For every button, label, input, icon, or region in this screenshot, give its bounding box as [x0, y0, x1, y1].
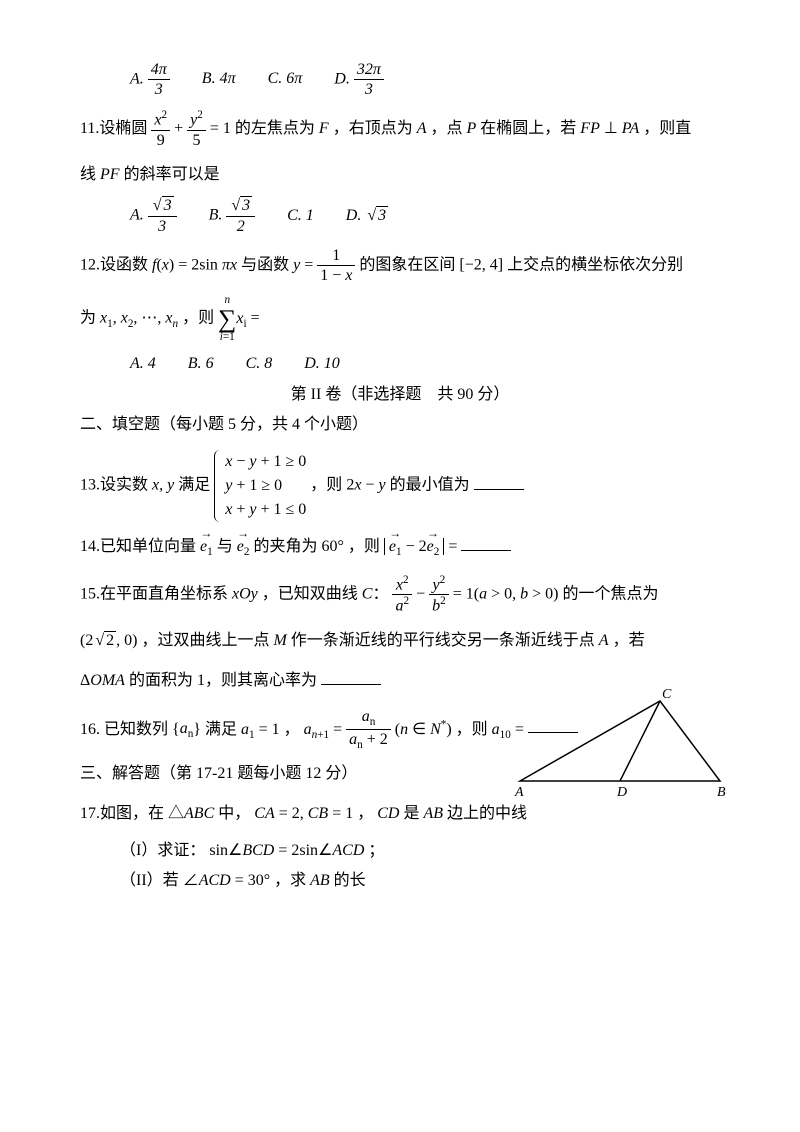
- q17-p2c: ，求: [274, 872, 306, 889]
- q11-stem-f: ，则直: [643, 120, 691, 137]
- q17-p2d: AB: [310, 872, 330, 889]
- q12-opt-C: C. 8: [246, 349, 273, 379]
- q15-stem-f: ，若: [613, 632, 645, 649]
- q10-options: A. 4π3 B. 4π C. 6π D. 32π3: [80, 60, 720, 99]
- q15-stem-e: 作一条渐近线的平行线交另一条渐近线于点: [291, 632, 595, 649]
- q11: 11.设椭圆 x29 + y25 = 1 的左焦点为 F ，右顶点为 A ，点 …: [80, 109, 720, 150]
- opt-B: B. 4π: [202, 64, 236, 94]
- q12-opt-A: A. 4: [130, 349, 156, 379]
- q15-stem-a: 15.在平面直角坐标系: [80, 586, 228, 603]
- label-A: A: [514, 785, 524, 800]
- q11-P: P: [467, 120, 477, 137]
- q11-line2a: 线: [80, 166, 96, 183]
- q12-options: A. 4 B. 6 C. 8 D. 10: [80, 349, 720, 379]
- q12-stem-c: 的图象在区间: [359, 256, 455, 273]
- q12-line2a: 为: [80, 310, 96, 327]
- q17-part2: （II）若 ∠ACD = 30° ，求 AB 的长: [80, 866, 720, 896]
- q11-options: A. 33 B. 32 C. 1 D. 3: [80, 196, 720, 235]
- opt-A: A. 4π3: [130, 60, 170, 99]
- q17-stem-c: ，: [357, 805, 373, 822]
- q14-blank: [461, 534, 511, 551]
- q15-stem-d: ，过双曲线上一点: [141, 632, 269, 649]
- q13: 13.设实数 x, y 满足 x − y + 1 ≥ 0 y + 1 ≥ 0 x…: [80, 450, 720, 522]
- q14-stem-b: 与: [217, 538, 233, 555]
- q14-stem-d: ，则: [348, 538, 380, 555]
- q12: 12.设函数 f(x) = 2sin πx 与函数 y = 11 − x 的图象…: [80, 246, 720, 285]
- q15-line2: (22, 0) ，过双曲线上一点 M 作一条渐近线的平行线交另一条渐近线于点 A…: [80, 626, 720, 656]
- q17-figure: A D B C: [510, 686, 730, 806]
- q17-stem-a: 17.如图，在: [80, 805, 164, 822]
- opt-D: D. 32π3: [334, 60, 384, 99]
- q13-blank: [474, 473, 524, 490]
- fill-header: 二、填空题（每小题 5 分，共 4 个小题）: [80, 410, 720, 440]
- q12-line2b: ，则: [182, 310, 214, 327]
- q11-opt-B: B. 32: [209, 196, 256, 235]
- q13-stem-c: ，则: [310, 477, 342, 494]
- q17-p2e: 的长: [334, 872, 366, 889]
- q14-stem-a: 14.已知单位向量: [80, 538, 196, 555]
- q15-M: M: [273, 632, 286, 649]
- q13-stem-b: 满足: [178, 477, 210, 494]
- q16-stem-d: ，则: [456, 720, 488, 737]
- q15-C: C: [362, 586, 373, 603]
- q11-F: F: [319, 120, 329, 137]
- label-B: B: [717, 785, 726, 800]
- q11-PF: PF: [100, 166, 120, 183]
- q11-stem-b: 的左焦点为: [235, 120, 315, 137]
- q12-stem-d: 上交点的横坐标依次分别: [507, 256, 683, 273]
- q14-stem-c: 的夹角为: [253, 538, 317, 555]
- q15-stem-g: 的面积为 1，则其离心率为: [129, 672, 317, 689]
- q12-stem-a: 12.设函数: [80, 256, 148, 273]
- label-C: C: [662, 687, 672, 702]
- q11-A: A: [417, 120, 427, 137]
- q17-stem-e: 边上的中线: [447, 805, 527, 822]
- label-D: D: [616, 785, 627, 800]
- q15-stem-c: 的一个焦点为: [562, 586, 658, 603]
- q17-cd: CD: [377, 805, 399, 822]
- q11-opt-A: A. 33: [130, 196, 177, 235]
- q11-stem-c: ，右顶点为: [333, 120, 413, 137]
- q17-p2a: （II）若: [120, 872, 179, 889]
- q11-opt-C: C. 1: [287, 201, 314, 231]
- q15: 15.在平面直角坐标系 xOy ，已知双曲线 C： x2a2 − y2b2 = …: [80, 574, 720, 616]
- q13-stem-a: 13.设实数: [80, 477, 148, 494]
- q12-line2: 为 x1, x2, ⋯, xn ，则 n∑i=1xi =: [80, 295, 720, 343]
- q12-opt-D: D. 10: [304, 349, 340, 379]
- q11-stem-e: 在椭圆上，若: [480, 120, 576, 137]
- q15-Apt: A: [599, 632, 609, 649]
- q14-angle: 60°: [321, 538, 343, 555]
- q11-line2b: 的斜率可以是: [124, 166, 220, 183]
- q12-opt-B: B. 6: [188, 349, 214, 379]
- q16-stem-c: ，: [284, 720, 300, 737]
- q15-stem-b: ，已知双曲线: [262, 586, 358, 603]
- q17-ab: AB: [424, 805, 444, 822]
- q14: 14.已知单位向量 e1 与 e2 的夹角为 60° ，则 e1 − 2e2 =: [80, 532, 720, 563]
- q11-line2: 线 PF 的斜率可以是: [80, 160, 720, 190]
- q16-stem-b: 满足: [205, 720, 237, 737]
- opt-C: C. 6π: [268, 64, 303, 94]
- q15-xoy: xOy: [232, 586, 258, 603]
- q15-blank: [321, 668, 381, 685]
- q12-interval: [−2, 4]: [459, 256, 503, 273]
- q17-part1: （I）求证： sin∠BCD = 2sin∠ACD ；: [80, 836, 720, 866]
- q17-stem-d: 是: [403, 805, 419, 822]
- q13-xy: x, y: [152, 477, 174, 494]
- q13-stem-d: 的最小值为: [390, 477, 470, 494]
- q11-stem-a: 11.设椭圆: [80, 120, 147, 137]
- q17-p1a: （I）求证：: [120, 842, 205, 859]
- q16-stem-a: 16. 已知数列: [80, 720, 168, 737]
- q11-stem-d: ，点: [430, 120, 462, 137]
- q17-stem-b: 中，: [218, 805, 250, 822]
- q12-stem-b: 与函数: [241, 256, 289, 273]
- q11-opt-D: D. 3: [346, 201, 388, 231]
- section2-header: 第 II 卷（非选择题 共 90 分）: [80, 380, 720, 410]
